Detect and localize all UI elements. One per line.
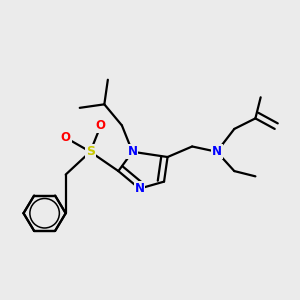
Text: N: N bbox=[212, 145, 222, 158]
Text: N: N bbox=[128, 145, 137, 158]
Text: O: O bbox=[61, 131, 71, 144]
Text: N: N bbox=[134, 182, 145, 195]
Text: O: O bbox=[96, 119, 106, 132]
Text: S: S bbox=[86, 145, 95, 158]
